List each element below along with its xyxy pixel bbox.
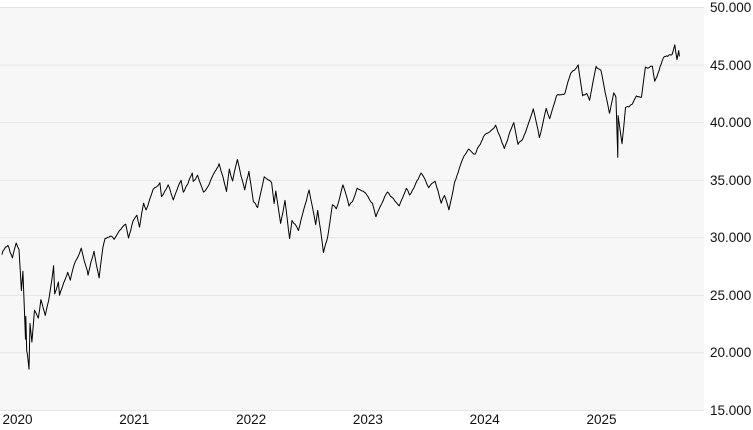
x-tick-label: 2024: [469, 412, 500, 427]
y-tick-label: 50.000: [710, 0, 752, 15]
y-tick-label: 25.000: [710, 287, 752, 303]
y-tick-label: 30.000: [710, 230, 752, 246]
y-tick-label: 35.000: [710, 172, 752, 188]
y-tick-label: 15.000: [710, 403, 752, 418]
x-tick-label: 2021: [119, 412, 150, 427]
y-tick-label: 20.000: [710, 345, 752, 361]
y-tick-label: 40.000: [710, 115, 752, 131]
x-tick-label: 2023: [352, 412, 383, 427]
x-tick-label: 2020: [2, 412, 33, 427]
x-tick-label: 2022: [236, 412, 267, 427]
y-tick-label: 45.000: [710, 57, 752, 73]
x-tick-label: 2025: [586, 412, 617, 427]
